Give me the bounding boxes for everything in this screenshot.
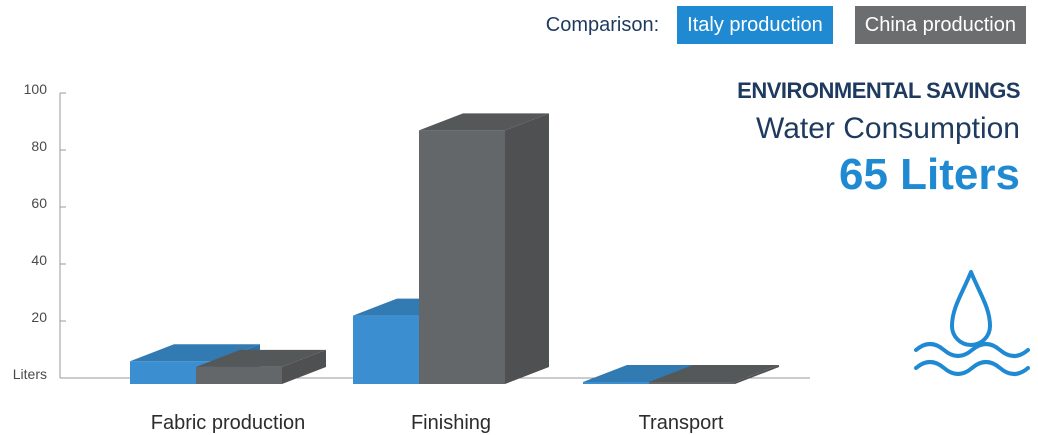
y-tick-label: 40 — [31, 252, 47, 268]
bar-china-finishing-top — [419, 113, 549, 131]
y-tick-label: 100 — [24, 81, 48, 97]
bar-china-transport-side — [735, 365, 779, 384]
savings-panel: ENVIRONMENTAL SAVINGS Water Consumption … — [737, 78, 1020, 200]
savings-value: 65 Liters — [839, 150, 1020, 199]
bar-china-finishing-side — [505, 113, 549, 384]
bar-italy-fabric-production — [130, 361, 216, 384]
x-category-label: Fabric production — [151, 412, 306, 434]
bar-italy-transport-top — [583, 365, 713, 382]
legend-china-production-button[interactable]: China production — [854, 6, 1026, 44]
x-category-label: Finishing — [411, 412, 491, 434]
bar-china-transport — [649, 382, 735, 384]
bar-china-finishing — [419, 130, 505, 384]
y-tick-label: 20 — [31, 309, 47, 325]
y-tick-label: 60 — [31, 195, 47, 211]
savings-metric: Water Consumption — [756, 112, 1020, 145]
bar-china-fabric-production — [196, 366, 282, 384]
bar-italy-fabric-production-top — [130, 344, 260, 362]
bar-china-transport-top — [649, 365, 779, 382]
water-drop-waves-icon — [914, 270, 1030, 376]
legend: Comparison: Italy production China produ… — [546, 6, 1026, 44]
bar-china-fabric-production-side — [282, 349, 326, 384]
y-tick-label: 80 — [31, 138, 47, 154]
bar-chart: 20 40 60 80 100 Liters Fabric production Finish… — [13, 81, 810, 434]
bar-italy-transport — [583, 382, 669, 384]
bar-china-fabric-production-top — [196, 349, 326, 367]
x-category-label: Transport — [639, 412, 724, 434]
legend-italy-production-button[interactable]: Italy production — [677, 6, 833, 44]
savings-kicker: ENVIRONMENTAL SAVINGS — [737, 78, 1020, 103]
y-axis-zero-label: Liters — [13, 366, 47, 382]
legend-label: Comparison: — [545, 13, 660, 36]
